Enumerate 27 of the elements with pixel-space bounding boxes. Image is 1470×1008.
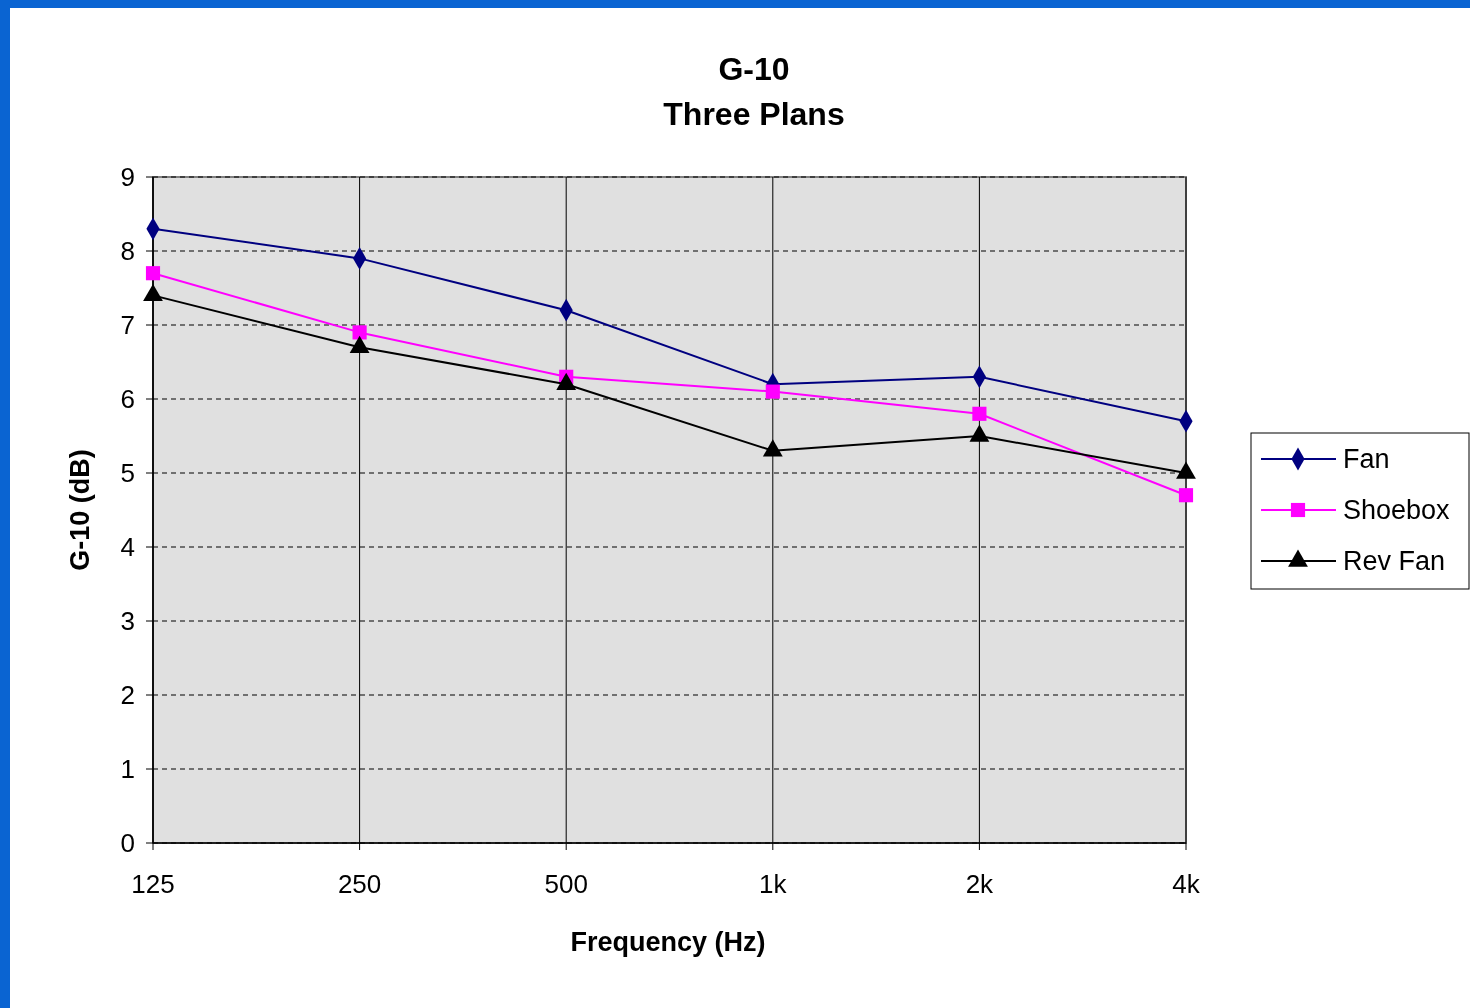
y-tick-label: 0: [120, 828, 135, 859]
x-axis-title: Frequency (Hz): [570, 927, 766, 957]
x-tick-label: 2k: [965, 869, 995, 899]
point: [972, 406, 987, 421]
point: [145, 266, 161, 281]
y-tick-label: 6: [120, 384, 135, 415]
y-tick-label: 7: [120, 310, 135, 341]
x-tick-label: 1k: [759, 869, 788, 899]
point: [765, 384, 780, 399]
legend-label: Rev Fan: [1343, 546, 1446, 577]
y-tick-label: 9: [120, 162, 135, 193]
point: [1178, 488, 1194, 503]
y-tick-label: 4: [120, 532, 135, 563]
x-tick-label: 125: [131, 869, 175, 899]
y-tick-label: 2: [120, 680, 135, 711]
legend-label: Shoebox: [1343, 495, 1451, 526]
y-tick-label: 5: [120, 458, 135, 489]
chart-title: G-10 Three Plans: [663, 51, 845, 132]
y-axis-title: G-10 (dB): [65, 449, 95, 571]
y-tick-label: 1: [120, 754, 135, 785]
legend-label: Fan: [1343, 444, 1390, 475]
point: [352, 325, 367, 340]
y-tick-label: 3: [120, 606, 135, 637]
x-tick-label: 4k: [1172, 869, 1201, 899]
x-tick-label: 250: [337, 869, 382, 899]
y-tick-label: 8: [120, 236, 135, 267]
x-tick-label: 500: [544, 869, 588, 899]
